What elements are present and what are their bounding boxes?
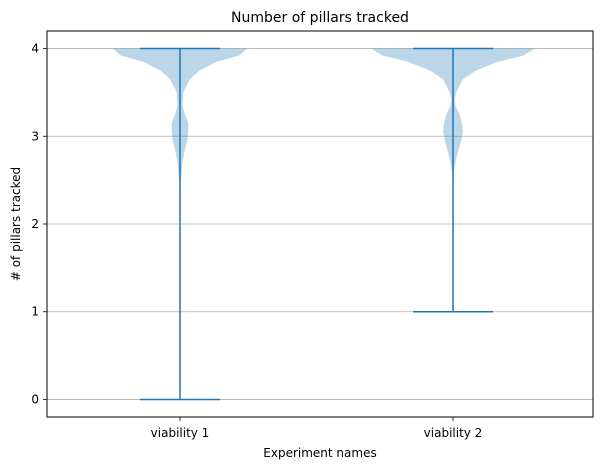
y-axis-label: # of pillars tracked (9, 167, 23, 281)
tick-layer: 0 1 2 3 4 viability 1 viability 2 (31, 42, 482, 440)
grid-layer (47, 48, 593, 400)
violin-layer (112, 47, 535, 401)
x-tick-label: viability 1 (151, 426, 210, 440)
y-tick-label: 3 (31, 129, 39, 143)
y-tick-label: 4 (31, 42, 39, 56)
x-axis-label: Experiment names (263, 446, 376, 460)
y-tick-label: 2 (31, 217, 39, 231)
y-tick-label: 1 (31, 305, 39, 319)
chart-title: Number of pillars tracked (231, 10, 409, 26)
y-tick-label: 0 (31, 392, 39, 406)
x-tick-label: viability 2 (424, 426, 483, 440)
